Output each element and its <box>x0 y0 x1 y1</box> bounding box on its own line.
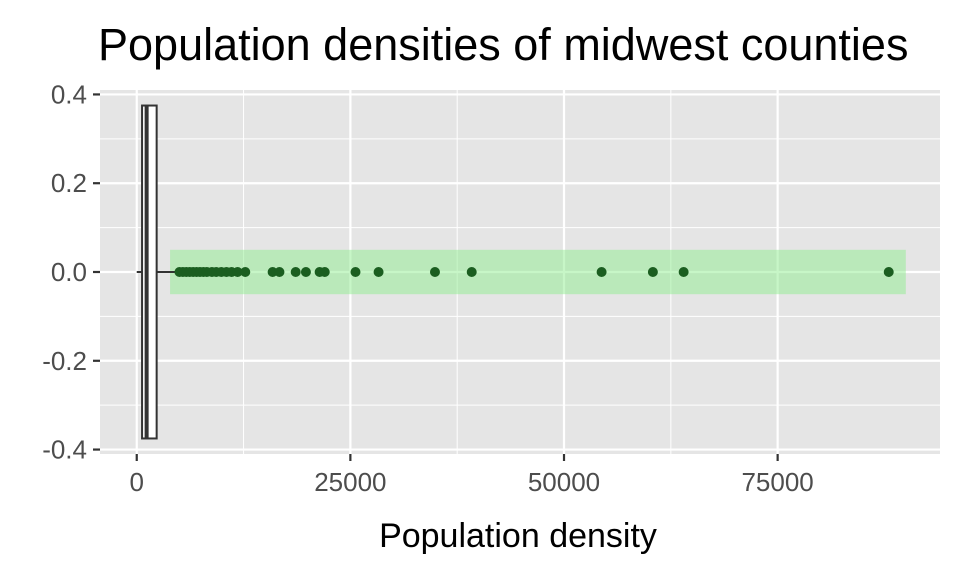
outlier-point <box>429 267 440 277</box>
outlier-point <box>466 267 477 277</box>
y-tick-label: 0.4 <box>51 79 87 109</box>
x-tick-label: 25000 <box>314 467 386 497</box>
x-tick-label: 75000 <box>741 467 813 497</box>
x-axis: 0 25000 50000 75000 <box>130 454 814 497</box>
y-tick-label: 0.0 <box>51 257 87 287</box>
outlier-point <box>350 267 361 277</box>
outlier-point <box>290 267 301 277</box>
outlier-point <box>240 267 251 277</box>
outlier-point <box>232 267 243 277</box>
outlier-point <box>274 267 285 277</box>
chart-title: Population densities of midwest counties <box>98 19 908 70</box>
outlier-point <box>883 267 894 277</box>
x-tick-label: 50000 <box>528 467 600 497</box>
outlier-point <box>678 267 689 277</box>
outlier-point <box>373 267 384 277</box>
outlier-point <box>319 267 330 277</box>
outlier-point <box>300 267 311 277</box>
outlier-point <box>647 267 658 277</box>
y-tick-label: -0.4 <box>42 435 87 465</box>
box <box>141 104 158 440</box>
x-tick-label: 0 <box>130 467 144 497</box>
boxplot <box>136 104 179 440</box>
y-axis: 0.4 0.2 0.0 -0.2 -0.4 <box>42 79 100 465</box>
outlier-points <box>174 267 894 277</box>
y-tick-label: 0.2 <box>51 168 87 198</box>
x-axis-title: Population density <box>379 517 657 555</box>
y-tick-label: -0.2 <box>42 346 87 376</box>
outlier-point <box>596 267 607 277</box>
outlier-point <box>267 267 278 277</box>
